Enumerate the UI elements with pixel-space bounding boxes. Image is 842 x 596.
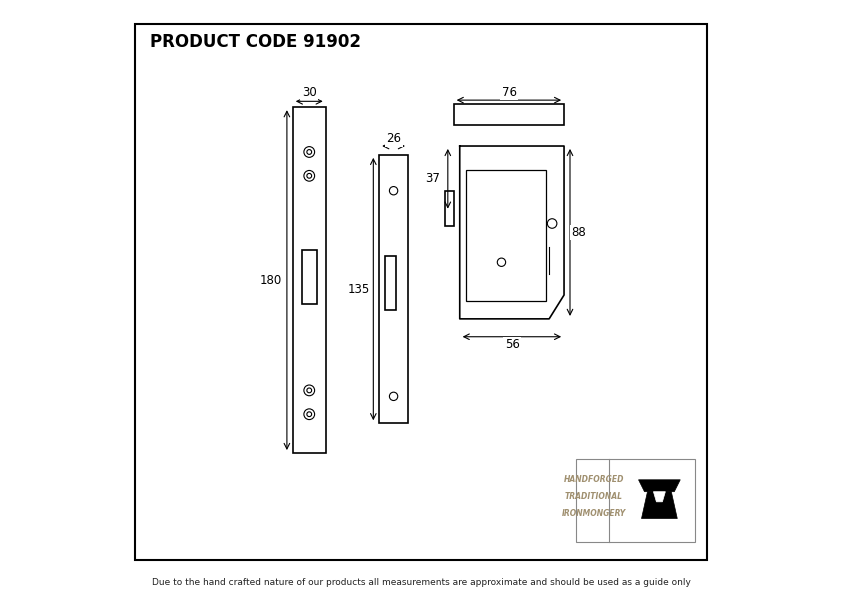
Bar (466, 170, 546, 301)
Text: 180: 180 (259, 274, 282, 287)
Circle shape (304, 409, 315, 420)
Circle shape (304, 385, 315, 396)
Text: 37: 37 (425, 172, 440, 185)
Polygon shape (653, 492, 665, 502)
Polygon shape (642, 492, 677, 519)
Text: 26: 26 (386, 132, 401, 145)
Circle shape (389, 187, 397, 195)
Circle shape (306, 388, 312, 393)
Text: 30: 30 (302, 86, 317, 99)
Circle shape (547, 219, 557, 228)
Text: 88: 88 (572, 226, 586, 239)
Text: TRADITIONAL: TRADITIONAL (565, 492, 623, 501)
Bar (576, 459, 695, 542)
Circle shape (498, 258, 506, 266)
Text: IRONMONGERY: IRONMONGERY (562, 508, 626, 518)
Bar (379, 155, 408, 423)
Bar (386, 256, 396, 310)
Text: PRODUCT CODE 91902: PRODUCT CODE 91902 (150, 33, 361, 51)
Polygon shape (638, 480, 680, 492)
Text: 76: 76 (502, 86, 517, 99)
Text: Due to the hand crafted nature of our products all measurements are approximate : Due to the hand crafted nature of our pr… (152, 578, 690, 588)
Text: 135: 135 (347, 283, 370, 296)
Circle shape (306, 412, 312, 417)
Bar (301, 250, 317, 304)
Circle shape (306, 173, 312, 178)
Bar (445, 191, 454, 226)
Circle shape (304, 147, 315, 157)
Circle shape (389, 392, 397, 401)
Text: HANDFORGED: HANDFORGED (563, 475, 624, 485)
Bar (454, 104, 564, 125)
Circle shape (306, 150, 312, 154)
Text: 56: 56 (504, 338, 520, 351)
Circle shape (304, 170, 315, 181)
Bar (293, 107, 326, 453)
